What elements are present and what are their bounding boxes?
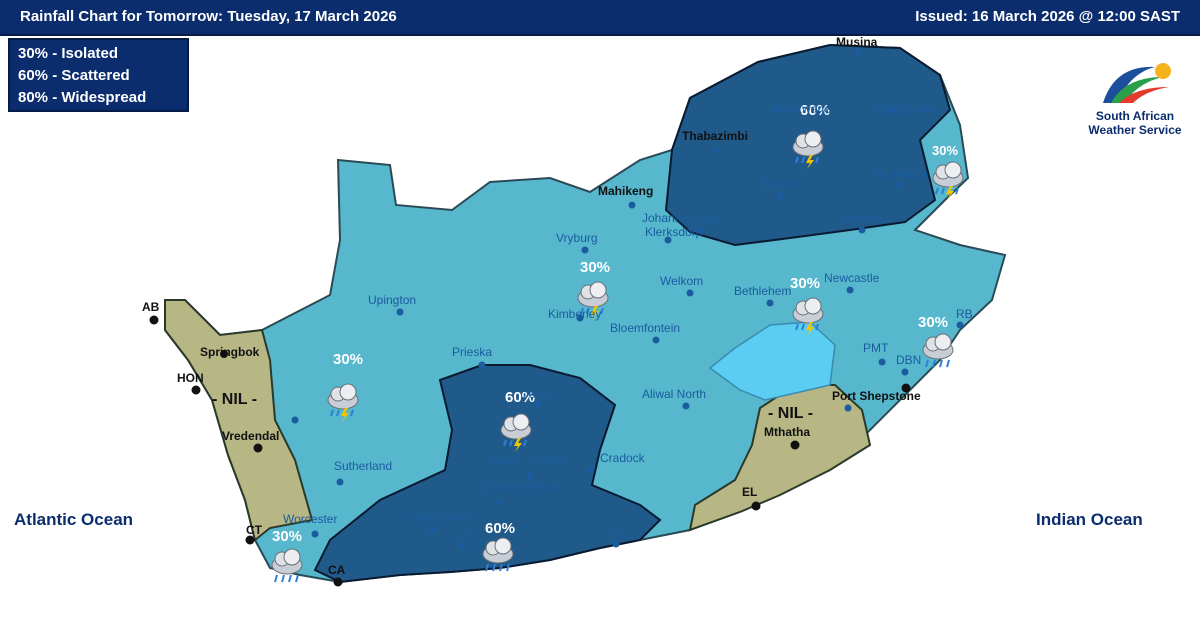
city-dbn: DBN: [896, 353, 921, 367]
logo-line-1: South African: [1095, 109, 1175, 123]
city-kimberley: Kimberley: [548, 307, 601, 321]
header-bar: Rainfall Chart for Tomorrow: Tuesday, 17…: [0, 0, 1200, 36]
zone-label-central-north: 30%: [580, 259, 610, 276]
saws-logo-icon: [1103, 63, 1171, 103]
city-mthatha: Mthatha: [764, 425, 810, 439]
city-musina: Musina: [836, 35, 878, 49]
rain-cloud-icon: [271, 548, 303, 583]
city-beaufort-west: Beaufort-West: [480, 479, 557, 493]
city-pmt: PMT: [863, 341, 889, 355]
west-nil-zone: [164, 299, 314, 542]
city-newcastle: Newcastle: [824, 271, 880, 285]
zone-label-south-west: 30%: [272, 528, 302, 545]
city-springbok: Springbok: [200, 345, 260, 359]
city-upington: Upington: [368, 293, 416, 307]
legend-item-widespread: 80% - Widespread: [18, 89, 147, 106]
city-ct: CT: [246, 523, 263, 537]
city-graaff-reinet: Graaff - Reinet: [486, 453, 565, 467]
legend-box: 30% - Isolated 60% - Scattered 80% - Wid…: [8, 38, 189, 112]
city-ab: AB: [142, 300, 160, 314]
city-mahikeng: Mahikeng: [598, 184, 653, 198]
city-phalaborwa: Phalaborwa: [875, 102, 939, 116]
legend-item-isolated: 30% - Isolated: [18, 45, 119, 62]
zone-label-karoo: 60%: [505, 389, 535, 406]
issued-time: Issued: 16 March 2026 @ 12:00 SAST: [915, 8, 1180, 25]
zone-label-far-east: 30%: [932, 143, 958, 158]
city-johannesburg: Johannesburg: [642, 211, 718, 225]
lesotho-region: [708, 321, 836, 401]
city-klerksdorp: Klerksdorp: [645, 225, 703, 239]
city-cradock: Cradock: [600, 451, 646, 465]
city-sutherland: Sutherland: [334, 459, 392, 473]
city-vryburg: Vryburg: [556, 231, 598, 245]
city-ermelo: Ermelo: [845, 211, 883, 225]
east-nil-zone: [688, 384, 872, 532]
city-mbombela: Mbombela: [872, 167, 928, 181]
karoo-scattered-zone: [313, 364, 662, 584]
city-ca: CA: [328, 563, 346, 577]
chart-title: Rainfall Chart for Tomorrow: Tuesday, 17…: [20, 8, 397, 25]
zone-label-west-nil: - NIL -: [212, 391, 257, 408]
city-welkom: Welkom: [660, 274, 703, 288]
city-el: EL: [742, 485, 757, 499]
zone-label-kzn-coast: 30%: [918, 314, 948, 331]
city-thabazimbi: Thabazimbi: [682, 129, 748, 143]
city-de-aar: De Aar: [520, 387, 557, 401]
atlantic-ocean-label: Atlantic Ocean: [14, 510, 134, 529]
indian-ocean-label: Indian Ocean: [1036, 510, 1143, 529]
city-hon: HON: [177, 371, 204, 385]
zone-label-east-nil: - NIL -: [768, 405, 813, 422]
zone-label-central-east: 30%: [790, 275, 820, 292]
city-george: GG: [458, 527, 477, 541]
saws-logo: South African Weather Service: [1075, 55, 1195, 140]
legend-item-scattered: 60% - Scattered: [18, 67, 130, 84]
city-port-shepstone: Port Shepstone: [832, 389, 921, 403]
zone-label-western: 30%: [333, 351, 363, 368]
city-prieska: Prieska: [452, 345, 492, 359]
city-bloemfontein: Bloemfontein: [610, 321, 680, 335]
zone-label-south-coast: 60%: [485, 520, 515, 537]
logo-line-2: Weather Service: [1088, 123, 1182, 137]
city-polokwane: Polokwane: [772, 102, 831, 116]
city-pe: PE: [612, 527, 628, 541]
city-worcester: Worcester: [283, 512, 337, 526]
city-bethlehem: Bethlehem: [734, 284, 791, 298]
city-pretoria: Pretoria: [760, 177, 802, 191]
zone-label-north-east: 60%: [800, 102, 830, 119]
city-aliwal-north: Aliwal North: [642, 387, 706, 401]
city-rb: RB: [956, 307, 973, 321]
city-oudtshoorn: Oudtshoorn: [410, 510, 473, 524]
city-vredendal: Vredendal: [222, 429, 279, 443]
